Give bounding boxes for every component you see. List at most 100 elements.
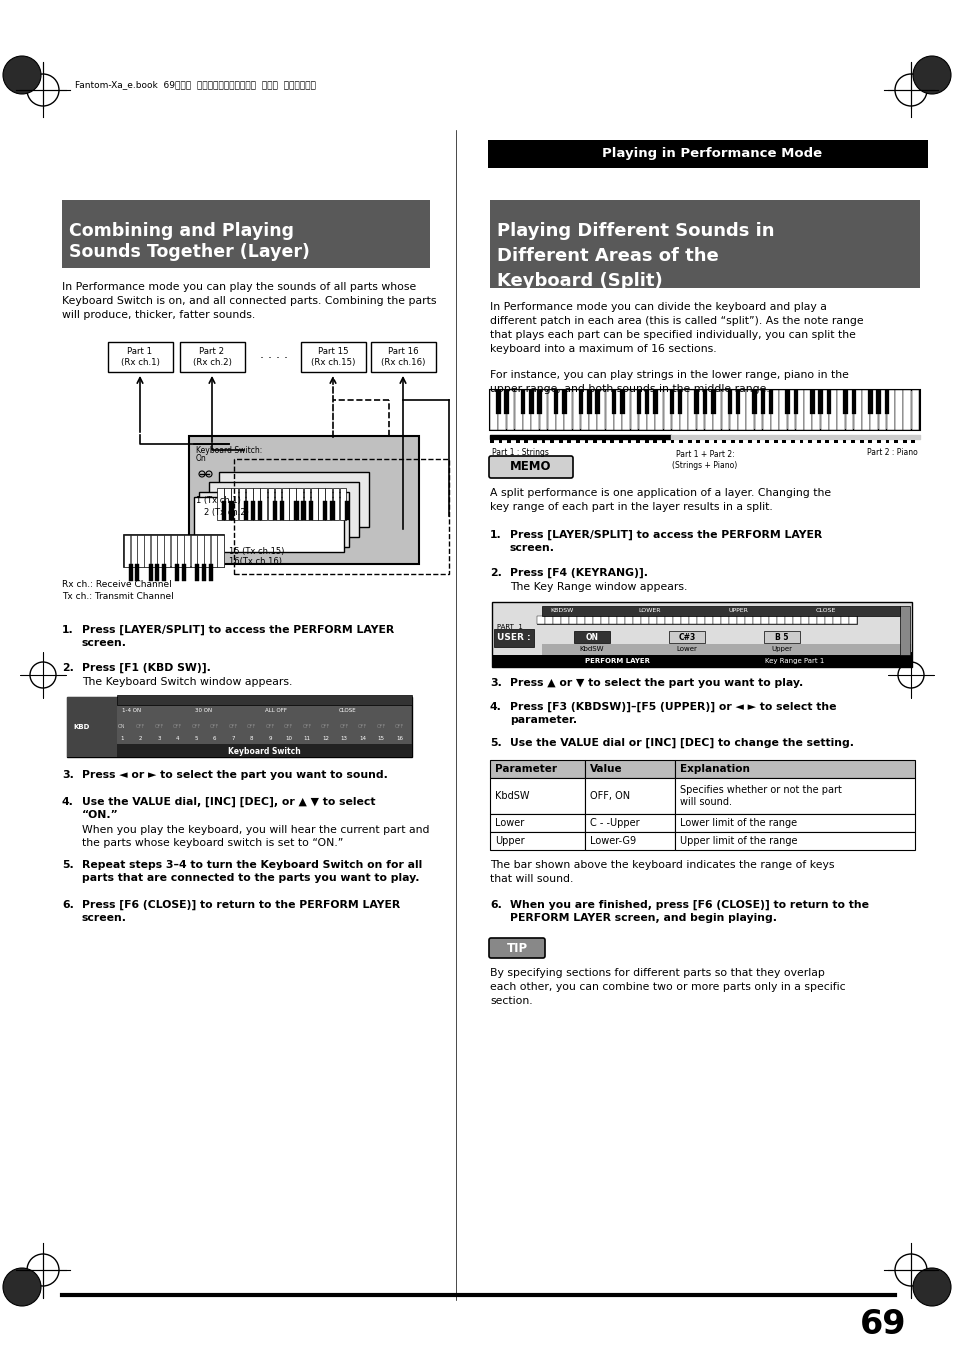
Text: Combining and Playing: Combining and Playing [69, 222, 294, 240]
Text: Press [F3 (KBDSW)]–[F5 (UPPER)] or ◄ ► to select the
parameter.: Press [F3 (KBDSW)]–[F5 (UPPER)] or ◄ ► t… [510, 703, 836, 725]
Bar [832, 616, 840, 624]
Bar [162, 563, 166, 581]
Bar [129, 563, 132, 581]
Bar [618, 440, 622, 443]
Text: 7: 7 [231, 735, 234, 740]
Bar [191, 535, 196, 567]
Text: LOWER: LOWER [639, 608, 660, 613]
Bar [876, 440, 880, 443]
Bar [808, 616, 816, 624]
Text: OFF: OFF [172, 724, 182, 730]
Bar [296, 488, 303, 520]
Bar [561, 390, 566, 413]
Text: 2.: 2. [62, 663, 73, 673]
Text: Parameter: Parameter [495, 765, 557, 774]
Bar [180, 342, 245, 372]
Bar [611, 390, 616, 413]
Text: KbdSW: KbdSW [579, 646, 603, 653]
Bar [537, 616, 544, 624]
Text: 13: 13 [340, 735, 347, 740]
Bar [754, 390, 761, 430]
Text: The bar shown above the keyboard indicates the range of keys
that will sound.: The bar shown above the keyboard indicat… [490, 861, 834, 884]
Bar [704, 616, 712, 624]
Bar [910, 440, 914, 443]
Bar [911, 390, 919, 430]
Text: OFF: OFF [192, 724, 200, 730]
Text: 6.: 6. [490, 900, 501, 911]
Text: 16: 16 [395, 735, 402, 740]
Bar [233, 459, 449, 574]
Bar [617, 616, 624, 624]
Bar [608, 616, 616, 624]
Bar [657, 616, 664, 624]
Bar [876, 390, 880, 413]
Bar [745, 390, 753, 430]
Bar [792, 616, 800, 624]
Text: USER :: USER : [497, 634, 530, 643]
Text: Press ▲ or ▼ to select the part you want to play.: Press ▲ or ▼ to select the part you want… [510, 678, 802, 688]
Text: 4.: 4. [62, 797, 73, 807]
Text: Press [F1 (KBD SW)].: Press [F1 (KBD SW)]. [82, 663, 211, 673]
Bar [633, 616, 640, 624]
Bar [580, 390, 588, 430]
Bar [494, 630, 534, 647]
Bar [564, 390, 572, 430]
Bar [807, 440, 811, 443]
Bar [713, 390, 720, 430]
Text: KBD: KBD [73, 724, 91, 730]
Bar [760, 616, 768, 624]
Bar [704, 440, 708, 443]
Bar [679, 390, 687, 430]
Bar [67, 697, 117, 757]
Text: Lower-G9: Lower-G9 [589, 836, 636, 846]
Bar [171, 535, 176, 567]
Bar [636, 390, 640, 413]
Bar [117, 694, 412, 705]
Bar [584, 815, 675, 832]
Bar [593, 616, 600, 624]
Bar [702, 390, 706, 413]
Bar [793, 390, 798, 413]
Bar [826, 390, 830, 413]
Bar [670, 440, 674, 443]
Circle shape [912, 55, 950, 95]
Text: CLOSE: CLOSE [339, 708, 356, 712]
Text: OFF: OFF [339, 724, 348, 730]
Text: 9: 9 [268, 735, 272, 740]
Text: 10: 10 [285, 735, 292, 740]
Bar [621, 390, 629, 430]
Bar [694, 390, 699, 413]
Bar [303, 488, 310, 520]
Text: 3: 3 [157, 735, 161, 740]
Text: By specifying sections for different parts so that they overlap
each other, you : By specifying sections for different par… [490, 969, 844, 1006]
Bar [679, 440, 682, 443]
Bar [878, 390, 885, 430]
Text: 12: 12 [322, 735, 329, 740]
Bar [529, 390, 533, 413]
Bar [842, 390, 847, 413]
Text: KBDSW: KBDSW [550, 608, 573, 613]
Bar [653, 440, 657, 443]
Text: Part 16
(Rx ch.16): Part 16 (Rx ch.16) [380, 347, 425, 366]
Bar [576, 440, 579, 443]
Bar [492, 655, 911, 667]
Bar [260, 488, 267, 520]
Bar [663, 390, 671, 430]
Bar [222, 501, 226, 520]
Bar [816, 440, 820, 443]
Text: Keyboard Switch:: Keyboard Switch: [195, 446, 262, 455]
Text: 1 (Tx ch.1): 1 (Tx ch.1) [195, 496, 240, 505]
Bar [490, 390, 497, 430]
Text: Use the VALUE dial or [INC] [DEC] to change the setting.: Use the VALUE dial or [INC] [DEC] to cha… [510, 738, 853, 748]
Bar [216, 488, 224, 520]
Bar [330, 501, 335, 520]
Bar [537, 616, 856, 624]
Bar [533, 440, 537, 443]
Text: Lower limit of the range: Lower limit of the range [679, 817, 797, 828]
Text: OFF: OFF [228, 724, 237, 730]
Text: In Performance mode you can play the sounds of all parts whose
Keyboard Switch i: In Performance mode you can play the sou… [62, 282, 436, 320]
Bar [619, 390, 624, 413]
Bar [763, 631, 800, 643]
Bar [531, 390, 538, 430]
Text: 5.: 5. [490, 738, 501, 748]
